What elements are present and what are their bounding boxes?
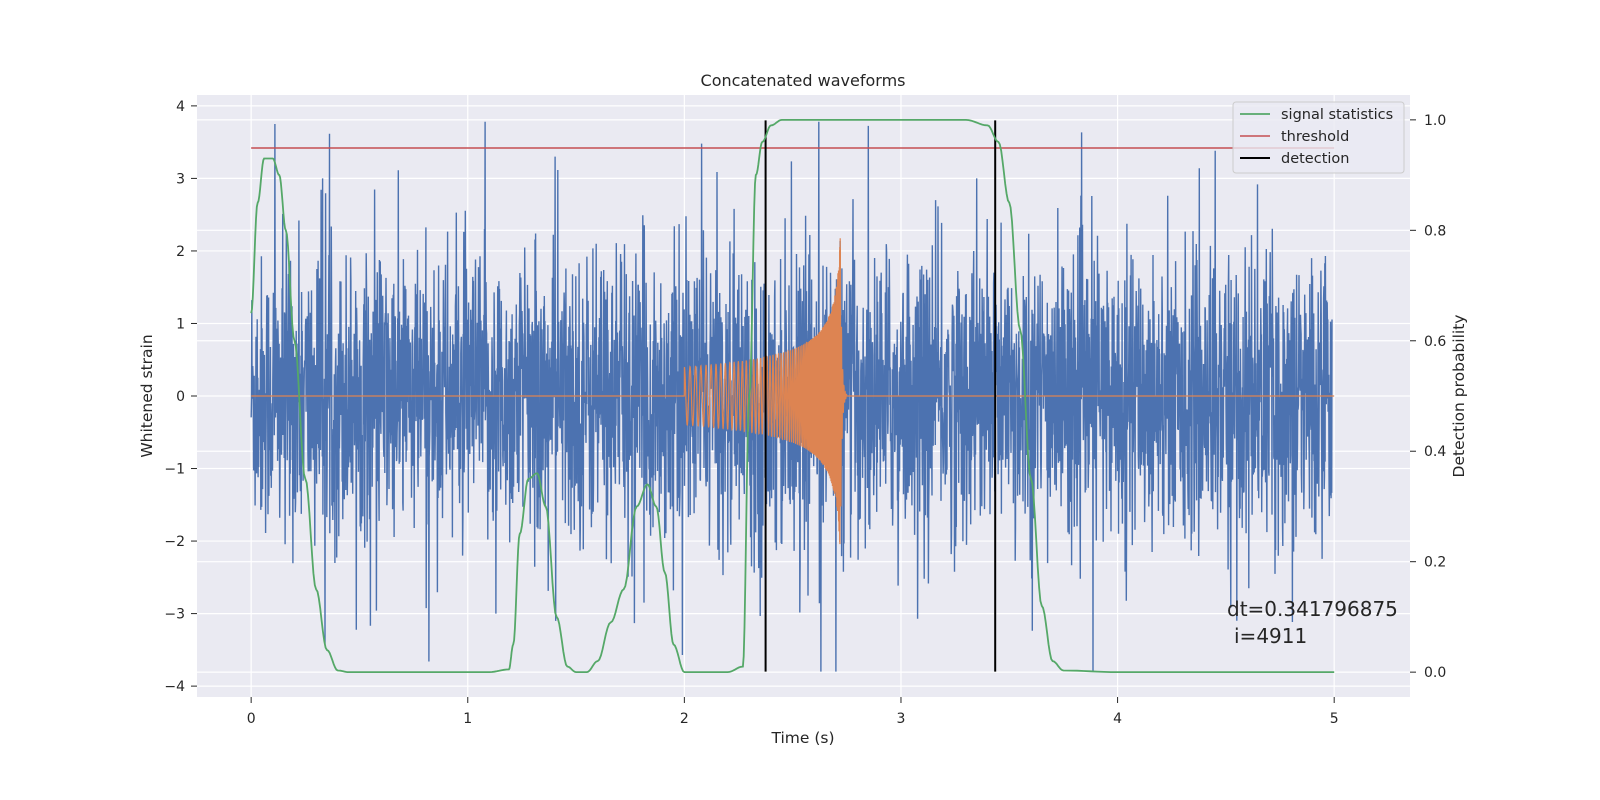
x-axis-label: Time (s) xyxy=(770,729,834,747)
y-tick-label-left: 3 xyxy=(176,171,185,187)
y-tick-label-right: 0.2 xyxy=(1424,555,1446,571)
y-tick-label-left: −3 xyxy=(164,607,185,623)
y-tick-label-right: 1.0 xyxy=(1424,113,1446,129)
y-tick-label-left: 1 xyxy=(176,316,185,332)
series-line-injection xyxy=(251,238,1335,545)
annotation-dt: dt=0.341796875 xyxy=(1227,597,1398,621)
x-tick-label: 0 xyxy=(247,711,256,727)
y-axis-label-right: Detection probability xyxy=(1450,315,1468,478)
y-tick-label-left: 4 xyxy=(176,99,185,115)
x-tick-label: 2 xyxy=(680,711,689,727)
series-line-signal-statistics xyxy=(250,119,1335,673)
x-tick-label: 5 xyxy=(1330,711,1339,727)
y-tick-label-left: −1 xyxy=(164,462,185,478)
y-tick-label-left: −4 xyxy=(164,679,185,695)
y-axis-label-left: Whitened strain xyxy=(138,334,156,457)
legend-label-threshold: threshold xyxy=(1281,129,1349,145)
legend: signal statistics threshold detection xyxy=(1232,101,1405,174)
chart-title: Concatenated waveforms xyxy=(701,71,906,90)
y-tick-label-left: 0 xyxy=(176,389,185,405)
y-tick-label-left: 2 xyxy=(176,244,185,260)
y-tick-label-right: 0.8 xyxy=(1424,223,1446,239)
y-tick-label-left: −2 xyxy=(164,534,185,550)
y-tick-label-right: 0.4 xyxy=(1424,444,1446,460)
y-tick-label-right: 0.0 xyxy=(1424,665,1446,681)
plot-content xyxy=(250,119,1335,673)
legend-label-detection: detection xyxy=(1281,151,1349,167)
y-tick-label-right: 0.6 xyxy=(1424,334,1446,350)
axes: 0 1 2 3 4 5 −4 −3 −2 −1 0 1 2 3 4 0.0 0.2 0.4 0.6 0.8 1.0 xyxy=(164,99,1446,727)
x-tick-label: 4 xyxy=(1113,711,1122,727)
series-line-strain xyxy=(250,121,1333,672)
legend-frame xyxy=(1232,101,1405,174)
x-tick-label: 3 xyxy=(897,711,906,727)
legend-label-signal-statistics: signal statistics xyxy=(1281,107,1393,123)
annotation-index: i=4911 xyxy=(1234,624,1307,648)
x-tick-label: 1 xyxy=(463,711,472,727)
